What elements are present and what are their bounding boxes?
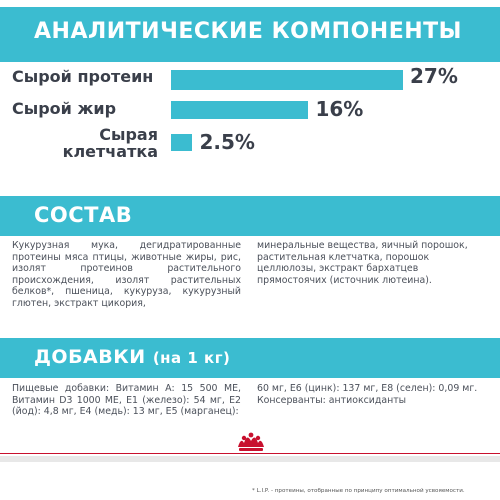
analytics-title: АНАЛИТИЧЕСКИЕ КОМПОНЕНТЫ xyxy=(34,19,462,44)
fiber-label: Сырая клетчатка xyxy=(8,126,158,160)
additives-text-col2: 60 мг, Е6 (цинк): 137 мг, Е8 (селен): 0,… xyxy=(257,383,478,406)
additives-title-wrap: ДОБАВКИ (на 1 кг) xyxy=(34,346,230,368)
fiber-value: 2.5% xyxy=(199,130,255,154)
fat-bar xyxy=(171,101,309,119)
additives-title: ДОБАВКИ xyxy=(34,346,146,368)
protein-value: 27% xyxy=(410,64,458,88)
composition-title: СОСТАВ xyxy=(34,203,133,227)
additives-title-suffix: (на 1 кг) xyxy=(152,349,231,367)
fat-value: 16% xyxy=(315,97,364,121)
royal-canin-crown-icon xyxy=(238,432,264,451)
footer-divider xyxy=(0,453,500,454)
composition-banner: СОСТАВ xyxy=(0,196,500,236)
fiber-bar xyxy=(171,134,193,151)
fat-label-text: Сырой жир xyxy=(12,99,117,118)
additives-banner: ДОБАВКИ (на 1 кг) xyxy=(0,338,500,378)
additives-text-col1: Пищевые добавки: Витамин А: 15 500 МЕ, В… xyxy=(12,383,241,418)
composition-text-col2: минеральные вещества, яичный порошок, ра… xyxy=(257,240,468,286)
footer-band xyxy=(0,456,500,462)
protein-label-text: Сырой протеин xyxy=(12,67,154,86)
analytics-banner: АНАЛИТИЧЕСКИЕ КОМПОНЕНТЫ xyxy=(0,7,500,62)
protein-bar xyxy=(171,70,403,90)
fiber-label-line1: Сырая xyxy=(99,125,158,144)
footnote: * L.I.P. - протеины, отобранные по принц… xyxy=(252,488,465,494)
protein-label: Сырой протеин xyxy=(12,68,153,85)
composition-text-col1: Кукурузная мука, дегидратированные проте… xyxy=(12,240,241,309)
fat-label: Сырой жир xyxy=(12,100,116,117)
fiber-label-line2: клетчатка xyxy=(62,142,158,161)
